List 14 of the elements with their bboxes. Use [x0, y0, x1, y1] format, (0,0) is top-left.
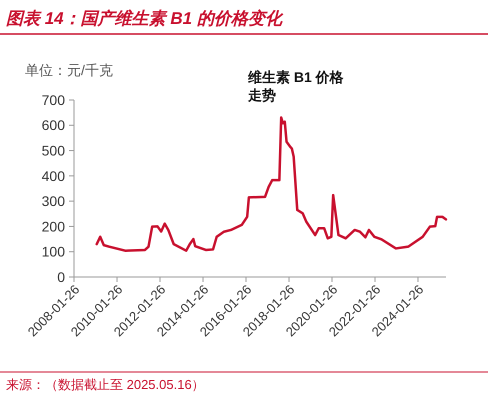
y-tick-label: 300 — [42, 193, 66, 210]
text: 维生素 B1 价格 — [247, 69, 345, 85]
y-tick-label: 200 — [42, 218, 66, 234]
y-tick-label: 500 — [42, 142, 66, 158]
line-series — [95, 116, 448, 252]
chart-title: 图表 14：国产维生素 B1 的价格变化 — [6, 9, 284, 28]
y-tick-label: 0 — [57, 268, 66, 285]
y-tick-label: 700 — [42, 92, 66, 108]
y-tick-label: 600 — [42, 117, 66, 134]
y-tick-label: 400 — [42, 168, 66, 184]
annotation: 走势 — [247, 87, 276, 103]
y-tick-label: 100 — [42, 244, 66, 260]
y-axis-title: 单位：元/千克 — [25, 62, 113, 78]
source-note: 来源：（数据截止至 2025.05.16） — [6, 377, 205, 392]
